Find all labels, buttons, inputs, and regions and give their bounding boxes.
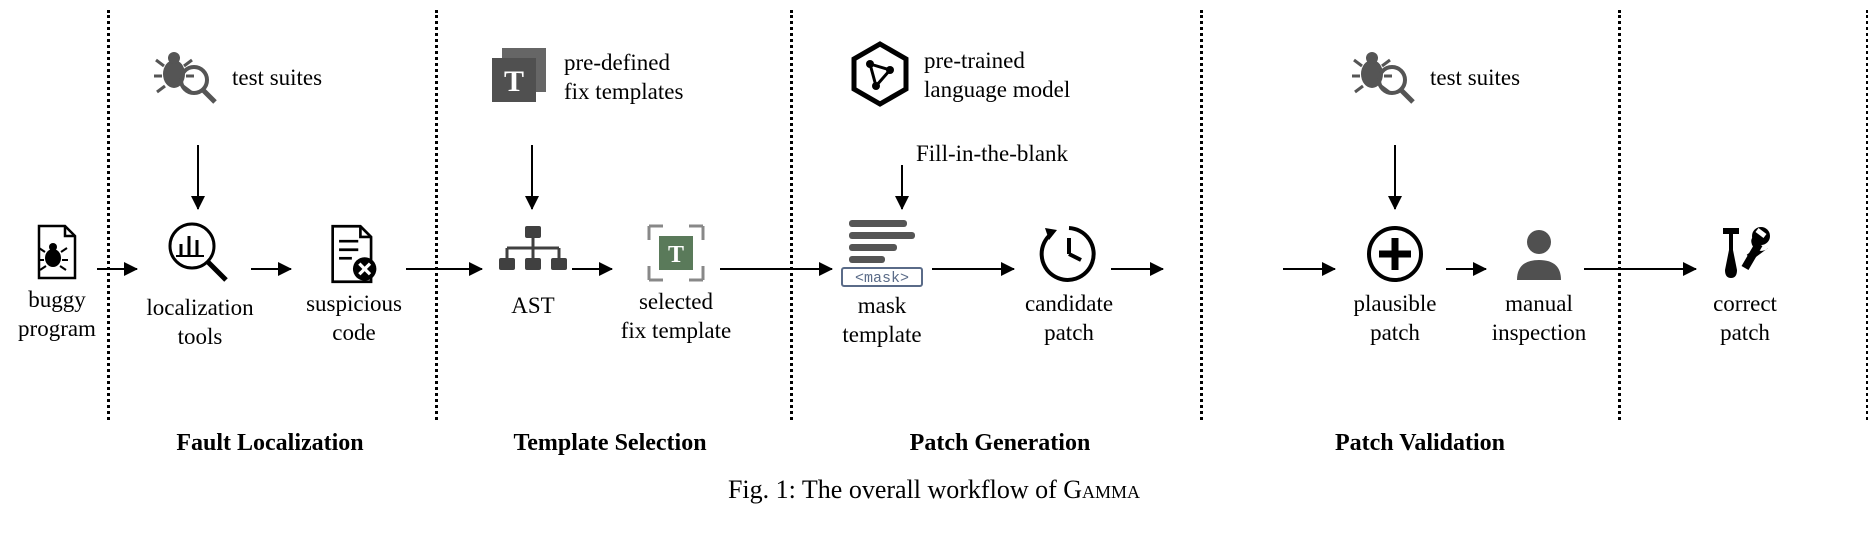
candidate-patch-node: candidatepatch <box>1016 222 1122 348</box>
localization-tools-label: localizationtools <box>142 294 258 352</box>
plus-circle-icon <box>1363 222 1427 286</box>
stage-divider <box>1618 10 1621 420</box>
ast-label: AST <box>480 292 586 321</box>
fill-in-blank-label: Fill-in-the-blank <box>916 140 1068 168</box>
localization-tools-node: localizationtools <box>142 218 258 352</box>
mask-lines-icon: <mask> <box>839 214 925 288</box>
test-suites-2-node: test suites <box>1348 40 1578 112</box>
correct-patch-label: correctpatch <box>1700 290 1790 348</box>
flow-arrow <box>1283 268 1335 270</box>
stage-divider <box>435 10 438 420</box>
stage-divider <box>1200 10 1203 420</box>
svg-text:<mask>: <mask> <box>855 270 909 287</box>
stage-patch-generation: Patch Generation <box>850 430 1150 457</box>
predefined-templates-label: pre-definedfix templates <box>564 49 683 107</box>
flow-arrow-down <box>1394 145 1396 209</box>
correct-patch-node: correctpatch <box>1700 222 1790 348</box>
ast-node: AST <box>480 220 586 321</box>
buggy-program-label: buggyprogram <box>12 286 102 344</box>
svg-text:T: T <box>668 242 684 268</box>
bug-search-icon <box>1348 40 1420 112</box>
candidate-patch-label: candidatepatch <box>1016 290 1122 348</box>
flow-arrow <box>720 268 832 270</box>
selected-template-node: T selectedfix template <box>616 222 736 346</box>
mask-template-node: <mask> masktemplate <box>832 214 932 350</box>
caption-prefix: Fig. 1: The overall workflow of <box>728 475 1063 504</box>
template-stack-icon: T <box>482 40 554 112</box>
figure-caption: Fig. 1: The overall workflow of Gamma <box>0 475 1868 505</box>
bug-file-icon <box>27 222 87 282</box>
suspicious-code-label: suspiciouscode <box>296 290 412 348</box>
flow-arrow <box>1584 268 1696 270</box>
file-x-icon <box>322 222 386 286</box>
flow-arrow-down <box>197 145 199 209</box>
clock-refresh-icon <box>1037 222 1101 286</box>
mask-template-label: masktemplate <box>832 292 932 350</box>
caption-name: Gamma <box>1063 475 1140 504</box>
test-suites-1-label: test suites <box>232 64 322 93</box>
svg-text:T: T <box>504 65 524 98</box>
predefined-templates-node: T pre-definedfix templates <box>482 40 742 112</box>
test-suites-1-node: test suites <box>150 40 380 112</box>
flow-arrow <box>1446 268 1486 270</box>
manual-inspection-node: manualinspection <box>1484 222 1594 348</box>
hexagon-graph-icon <box>846 40 914 108</box>
flow-arrow <box>97 268 137 270</box>
buggy-program-node: buggyprogram <box>12 222 102 344</box>
flow-arrow-down <box>531 145 533 209</box>
language-model-label: pre-trainedlanguage model <box>924 47 1070 105</box>
stage-divider <box>107 10 110 420</box>
language-model-node: pre-trainedlanguage model <box>846 40 1146 108</box>
selected-template-label: selectedfix template <box>616 288 736 346</box>
stage-template-selection: Template Selection <box>460 430 760 457</box>
test-suites-2-label: test suites <box>1430 64 1520 93</box>
stage-patch-validation: Patch Validation <box>1270 430 1570 457</box>
manual-inspection-label: manualinspection <box>1484 290 1594 348</box>
person-icon <box>1507 222 1571 286</box>
bug-search-icon <box>150 40 222 112</box>
chart-search-icon <box>164 218 236 290</box>
template-select-icon: T <box>645 222 707 284</box>
stage-fault-localization: Fault Localization <box>120 430 420 457</box>
suspicious-code-node: suspiciouscode <box>296 222 412 348</box>
flow-arrow-down <box>901 165 903 209</box>
flow-arrow <box>932 268 1014 270</box>
stage-divider <box>790 10 793 420</box>
plausible-patch-label: plausiblepatch <box>1342 290 1448 348</box>
workflow-diagram: buggyprogram test suites localizationtoo… <box>0 0 1868 460</box>
tree-icon <box>493 220 573 288</box>
flow-arrow <box>406 268 482 270</box>
tools-icon <box>1711 222 1779 286</box>
plausible-patch-node: plausiblepatch <box>1342 222 1448 348</box>
